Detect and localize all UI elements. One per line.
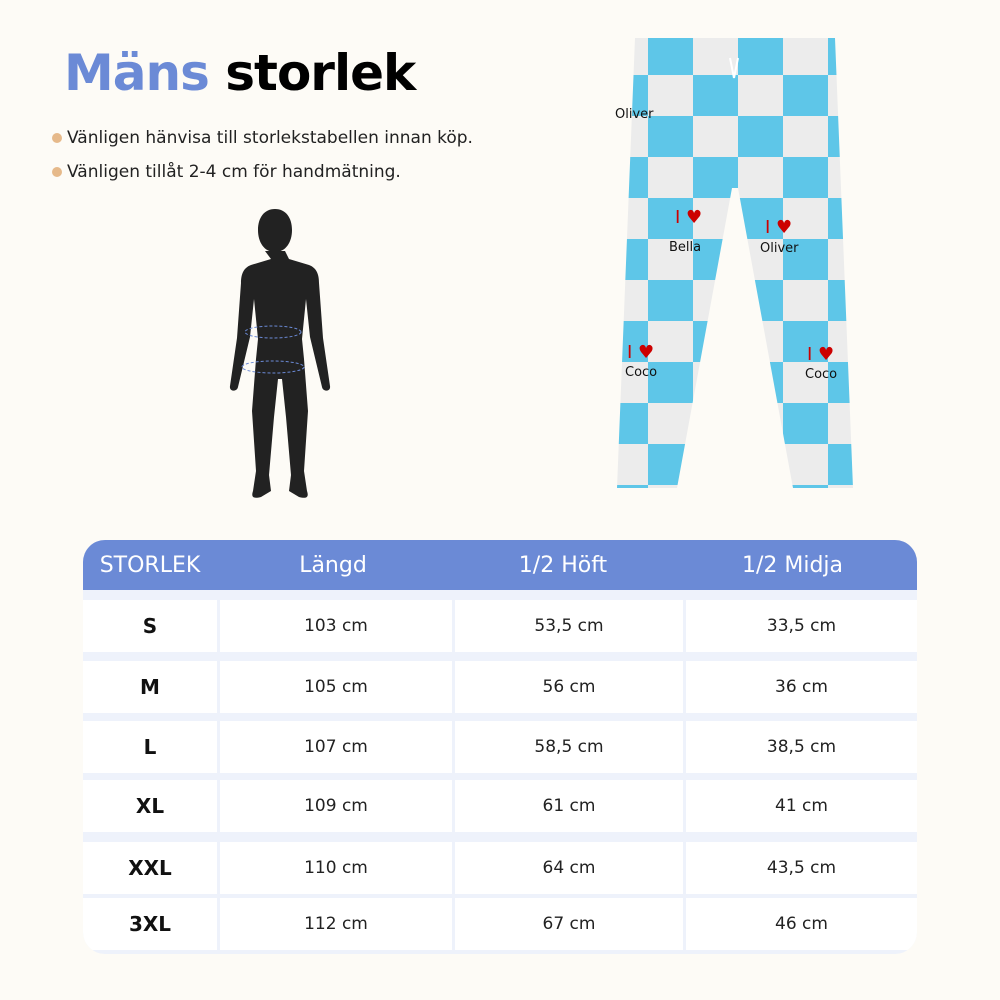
- svg-text:Bella: Bella: [669, 240, 701, 255]
- value-cell: 105 cm: [220, 661, 452, 713]
- value-cell: 58,5 cm: [455, 721, 683, 773]
- svg-text:I ♥: I ♥: [675, 207, 702, 228]
- pajama-pants-image: Oliver I ♥ Bella I ♥ Oliver I ♥ Coco I ♥…: [615, 38, 853, 488]
- size-cell: L: [83, 721, 217, 773]
- note-item: Vänligen tillåt 2-4 cm för handmätning.: [52, 162, 401, 182]
- table-row: S 103 cm 53,5 cm 33,5 cm: [83, 600, 917, 652]
- svg-text:Coco: Coco: [625, 365, 657, 380]
- value-cell: 38,5 cm: [686, 721, 917, 773]
- bullet-icon: [52, 133, 62, 143]
- size-cell: M: [83, 661, 217, 713]
- svg-text:Oliver: Oliver: [760, 241, 799, 256]
- value-cell: 41 cm: [686, 780, 917, 832]
- value-cell: 61 cm: [455, 780, 683, 832]
- value-cell: 109 cm: [220, 780, 452, 832]
- body-silhouette-icon: [229, 209, 331, 498]
- svg-text:I ♥: I ♥: [627, 342, 654, 363]
- svg-text:Oliver: Oliver: [615, 107, 654, 122]
- size-cell: XXL: [83, 842, 217, 894]
- value-cell: 56 cm: [455, 661, 683, 713]
- bullet-icon: [52, 167, 62, 177]
- value-cell: 107 cm: [220, 721, 452, 773]
- size-table: STORLEK Längd 1/2 Höft 1/2 Midja S 103 cm…: [83, 540, 917, 954]
- value-cell: 110 cm: [220, 842, 452, 894]
- value-cell: 43,5 cm: [686, 842, 917, 894]
- page-title: Mäns storlek: [64, 44, 416, 102]
- value-cell: 53,5 cm: [455, 600, 683, 652]
- table-row: L 107 cm 58,5 cm 38,5 cm: [83, 721, 917, 773]
- value-cell: 103 cm: [220, 600, 452, 652]
- table-row: XL 109 cm 61 cm 41 cm: [83, 780, 917, 832]
- value-cell: 64 cm: [455, 842, 683, 894]
- table-row: 3XL 112 cm 67 cm 46 cm: [83, 898, 917, 950]
- svg-text:I ♥: I ♥: [807, 344, 834, 365]
- svg-text:Coco: Coco: [805, 367, 837, 382]
- table-row: XXL 110 cm 64 cm 43,5 cm: [83, 842, 917, 894]
- size-cell: S: [83, 600, 217, 652]
- table-header: STORLEK Längd 1/2 Höft 1/2 Midja: [83, 540, 917, 590]
- svg-text:I ♥: I ♥: [765, 217, 792, 238]
- value-cell: 33,5 cm: [686, 600, 917, 652]
- size-cell: 3XL: [83, 898, 217, 950]
- value-cell: 112 cm: [220, 898, 452, 950]
- table-row: M 105 cm 56 cm 36 cm: [83, 661, 917, 713]
- size-cell: XL: [83, 780, 217, 832]
- note-item: Vänligen hänvisa till storlekstabellen i…: [52, 128, 473, 148]
- value-cell: 46 cm: [686, 898, 917, 950]
- value-cell: 36 cm: [686, 661, 917, 713]
- value-cell: 67 cm: [455, 898, 683, 950]
